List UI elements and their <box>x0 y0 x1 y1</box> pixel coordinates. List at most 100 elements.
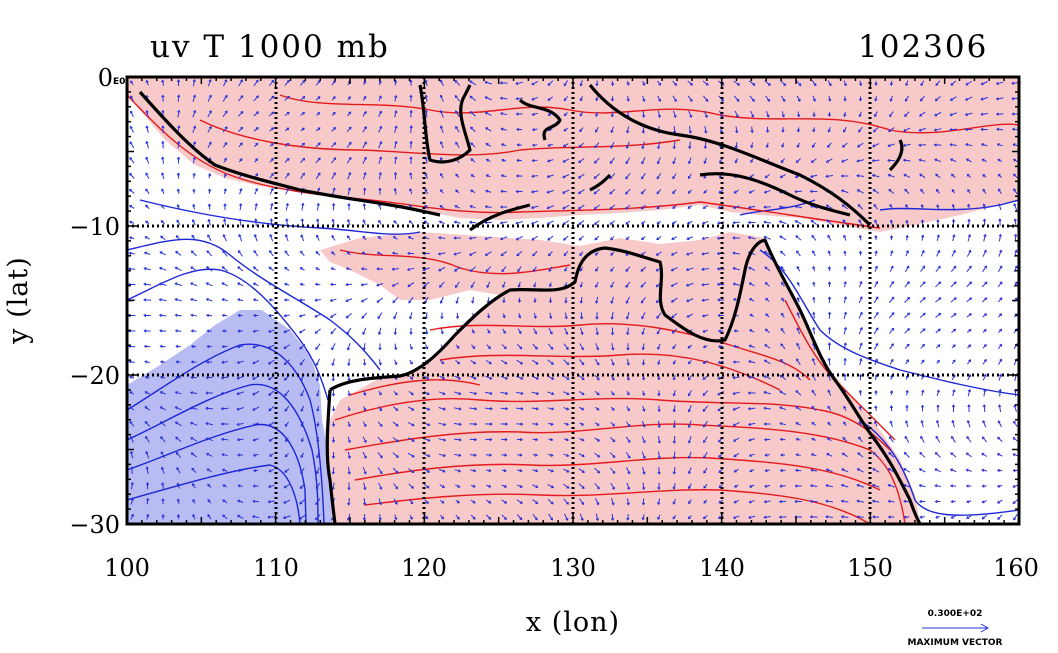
wind-vector <box>812 95 816 102</box>
wind-vector <box>378 111 382 117</box>
wind-vector-head <box>581 502 584 506</box>
wind-vector-head <box>252 329 256 333</box>
wind-vector-head <box>967 188 971 192</box>
wind-vector-head <box>378 347 382 351</box>
wind-vector-head <box>221 453 225 457</box>
wind-vector <box>579 498 584 505</box>
wind-vector <box>207 126 212 133</box>
wind-vector <box>903 159 911 162</box>
wind-vector-head <box>315 362 319 366</box>
wind-vector <box>563 407 569 410</box>
wind-vector <box>997 437 1003 442</box>
wind-vector <box>578 359 585 365</box>
wind-vector <box>470 266 476 272</box>
wind-vector-head <box>705 98 709 102</box>
wind-vector-head <box>316 202 320 206</box>
wind-vector-head <box>795 390 799 394</box>
wind-vector-head <box>702 345 706 349</box>
wind-vector-head <box>317 172 321 176</box>
wind-vector-head <box>474 437 478 442</box>
wind-vector <box>500 359 508 365</box>
wind-vector <box>486 344 491 349</box>
wind-vector-head <box>237 298 241 302</box>
wind-vector <box>841 500 849 503</box>
wind-vector <box>237 438 244 441</box>
wind-vector-head <box>748 282 752 286</box>
wind-vector <box>392 437 399 442</box>
wind-vector-head <box>904 188 908 192</box>
wind-vector <box>409 312 413 319</box>
wind-vector-head <box>283 330 287 334</box>
wind-vector-head <box>919 113 923 117</box>
wind-vector-head <box>143 344 147 349</box>
wind-vector <box>454 251 461 256</box>
wind-vector <box>671 236 678 240</box>
wind-vector-head <box>239 202 243 207</box>
wind-vector-head <box>843 98 847 102</box>
wind-vector-head <box>517 284 521 288</box>
wind-vector-head <box>470 174 474 178</box>
wind-vector-head <box>843 234 847 238</box>
wind-vector-head <box>717 206 721 210</box>
wind-vector <box>378 172 382 180</box>
wind-vector-head <box>411 407 415 411</box>
wind-vector-head <box>364 141 367 145</box>
wind-vector-head <box>610 517 615 522</box>
wind-vector <box>269 188 274 195</box>
wind-vector-head <box>347 487 351 491</box>
wind-vector <box>283 344 291 349</box>
wind-vector <box>702 314 709 317</box>
wind-vector-head <box>672 146 676 150</box>
wind-vector-head <box>317 187 321 191</box>
wind-vector-head <box>410 485 414 489</box>
wind-vector-head <box>904 435 908 439</box>
wind-vector <box>658 420 660 428</box>
wind-vector <box>487 297 490 303</box>
wind-vector <box>658 405 660 412</box>
wind-vector-head <box>438 220 442 224</box>
wind-vector-head <box>873 114 877 118</box>
wind-vector <box>841 468 849 473</box>
wind-vector <box>300 158 305 163</box>
wind-vector-head <box>474 422 478 426</box>
wind-vector-head <box>410 392 414 396</box>
wind-vector-head <box>442 469 446 473</box>
wind-vector <box>500 112 508 116</box>
wind-vector <box>238 250 243 257</box>
wind-vector-head <box>796 327 800 331</box>
wind-vector <box>362 111 367 117</box>
wind-vector <box>903 468 911 473</box>
wind-vector <box>408 406 414 411</box>
wind-vector-head <box>515 81 519 86</box>
wind-vector-head <box>812 114 816 118</box>
wind-vector-head <box>1012 173 1016 177</box>
wind-vector-head <box>779 468 783 473</box>
wind-vector-head <box>144 420 148 424</box>
wind-vector <box>594 452 600 458</box>
wind-vector-head <box>703 146 707 150</box>
wind-vector-head <box>1013 420 1016 424</box>
wind-vector <box>641 327 646 335</box>
wind-vector-head <box>130 80 133 84</box>
wind-vector-head <box>859 311 863 315</box>
wind-vector-head <box>332 111 336 115</box>
wind-vector <box>689 141 691 149</box>
wind-vector <box>1012 437 1019 442</box>
wind-vector-head <box>220 437 225 441</box>
wind-vector-head <box>997 158 1001 162</box>
wind-vector <box>858 126 863 133</box>
wind-vector <box>796 343 801 350</box>
wind-vector <box>253 438 259 441</box>
wind-vector-head <box>795 422 799 426</box>
wind-vector-head <box>981 452 985 456</box>
wind-vector <box>378 359 382 365</box>
wind-vector-head <box>315 347 319 350</box>
wind-vector-head <box>363 95 367 99</box>
wind-vector-head <box>705 82 709 86</box>
wind-vector-head <box>950 82 954 86</box>
wind-vector <box>130 111 134 117</box>
wind-vector-head <box>579 113 583 117</box>
wind-vector <box>998 188 1002 195</box>
wind-vector-head <box>315 251 319 254</box>
wind-vector-head <box>655 252 659 256</box>
